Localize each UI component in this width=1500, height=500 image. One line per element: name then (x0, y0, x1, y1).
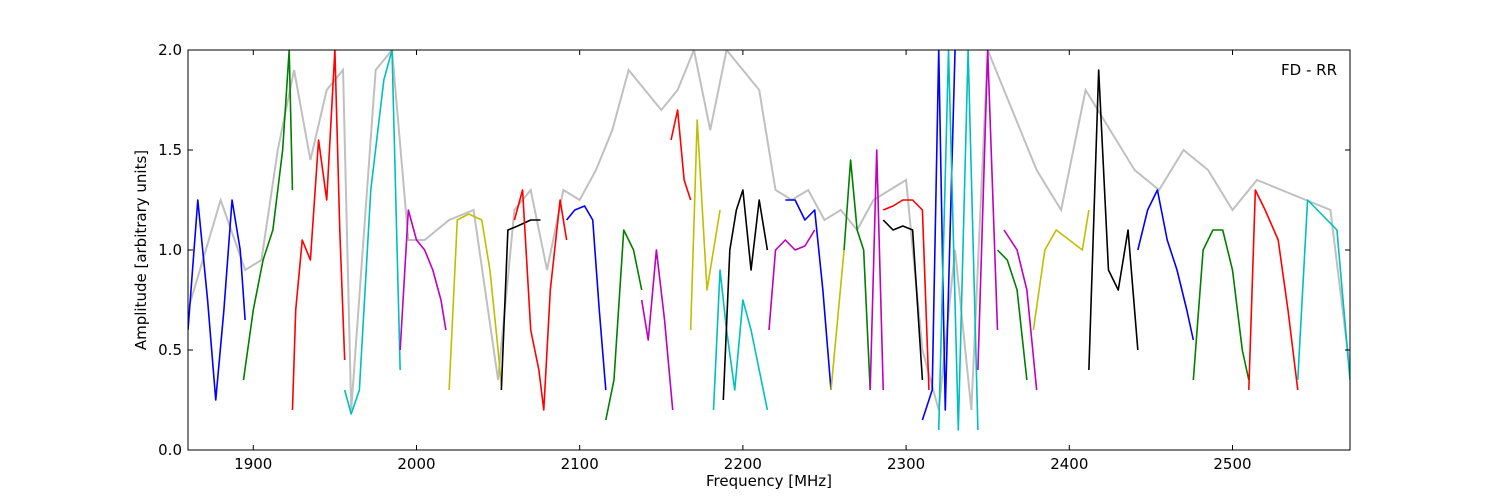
y-tick-label: 0.0 (158, 441, 182, 459)
series-line-2 (242, 50, 294, 381)
y-ticks: 0.0 0.5 1.0 1.5 2.0 (158, 41, 1350, 459)
series-line-19 (843, 159, 871, 391)
series-line-12 (670, 109, 692, 201)
envelope-layer (188, 50, 1350, 411)
series-line-27 (1003, 229, 1038, 391)
series-line-3 (291, 50, 346, 411)
series-line-24 (937, 50, 979, 431)
series-line-23 (921, 50, 956, 421)
series-line-17 (785, 199, 832, 391)
y-tick-label: 2.0 (158, 41, 182, 59)
plot-area (188, 50, 1350, 450)
series-line-32 (1248, 189, 1299, 391)
series-line-11 (640, 249, 674, 411)
series-line-31 (1192, 229, 1250, 381)
x-tick-label: 2400 (1050, 455, 1088, 473)
x-tick-label: 2300 (887, 455, 925, 473)
series-line-10 (605, 229, 643, 421)
series-line-5 (399, 209, 447, 351)
series-line-33 (1296, 199, 1350, 381)
series-line-30 (1137, 189, 1195, 341)
series-line-18 (830, 249, 845, 391)
x-tick-label: 2100 (561, 455, 599, 473)
series-line-22 (882, 199, 930, 391)
x-axis-title: Frequency [MHz] (706, 472, 832, 490)
series-line-8 (513, 189, 568, 411)
series-line-1 (188, 199, 246, 401)
x-ticks: 1900 2000 2100 2200 2300 2400 2500 (234, 50, 1252, 473)
x-tick-label: 2500 (1213, 455, 1251, 473)
legend-annotation: FD - RR (1281, 61, 1337, 79)
series-line-28 (1032, 209, 1090, 331)
series-line-6 (448, 213, 503, 391)
series-line-26 (996, 249, 1028, 381)
series-line-14 (712, 269, 769, 411)
x-tick-label: 2200 (724, 455, 762, 473)
series-line-29 (1088, 69, 1139, 371)
x-tick-label: 1900 (234, 455, 272, 473)
series-line-13 (689, 119, 721, 331)
series-line-21 (882, 219, 924, 381)
series-line-7 (500, 219, 541, 391)
series-line-9 (566, 205, 607, 391)
series-layer (188, 50, 1350, 431)
envelope-line (188, 50, 1350, 411)
x-tick-label: 2000 (397, 455, 435, 473)
series-line-15 (722, 189, 769, 401)
series-line-16 (768, 229, 816, 331)
y-tick-label: 1.5 (158, 141, 182, 159)
y-tick-label: 0.5 (158, 341, 182, 359)
series-line-4 (343, 50, 401, 415)
y-axis-title: Amplitude [arbitrary units] (132, 150, 150, 350)
series-line-20 (869, 149, 885, 391)
y-tick-label: 1.0 (158, 241, 182, 259)
series-line-25 (977, 50, 999, 371)
